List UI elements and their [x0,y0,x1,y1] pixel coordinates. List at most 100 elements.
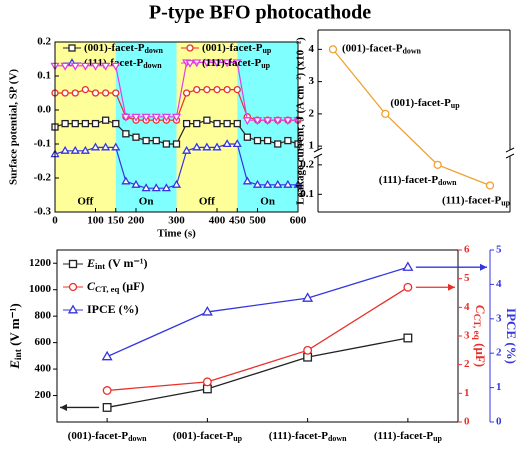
marker [213,85,221,94]
marker [273,117,283,126]
marker [101,62,111,71]
x-tick-label: 600 [290,215,307,227]
arrow-head [480,263,487,271]
marker [232,59,242,68]
marker [102,402,112,412]
legend-label: (001)-facet-Pup [202,42,272,55]
y-tick-label: 0.1 [37,70,51,82]
series-line [107,286,409,392]
y-tick-label: 2 [496,347,502,359]
point-label: (001)-facet-Pup [390,96,460,109]
legend-label: CCT, eq (μF) [87,279,144,294]
plot-frame [56,249,459,423]
marker [81,85,90,94]
marker [193,119,201,128]
marker [202,142,212,151]
marker [274,140,282,148]
marker [80,145,90,154]
x-tick-label: 500 [249,215,266,227]
text-part: (V m⁻¹) [105,256,147,270]
text-part: down [402,46,421,55]
marker [68,44,76,52]
legend-label: IPCE (%) [87,302,139,316]
text-part: (μF) [119,279,144,293]
y-tick-label: 2 [309,107,315,119]
series-line [106,266,409,358]
marker [433,160,442,169]
marker [222,59,232,68]
marker [141,183,151,192]
y-tick-label: 0.0 [37,104,51,116]
marker [71,119,79,128]
text-part: (V m⁻¹) [7,303,22,349]
marker [80,62,90,71]
marker [81,119,90,128]
text-part: up [433,434,442,443]
point-label: (111)-facet-Pdown [379,173,457,186]
x-tick-label: 200 [128,215,145,227]
marker [142,136,150,145]
y-axis-title: Surface potential, SP (V) [8,69,20,185]
y-tick-label: 0.2 [300,158,314,170]
y-tick-label: 3 [496,312,502,324]
marker [161,113,171,122]
y-tick-label: 1200 [29,257,52,269]
marker [61,119,69,128]
marker [171,113,182,122]
marker [193,85,201,94]
marker [252,179,263,188]
axis-break [313,147,323,153]
marker [263,179,273,188]
text-part: E [86,256,95,270]
marker [90,62,101,71]
marker [283,179,293,188]
figure-title: P-type BFO photocathode [149,2,371,24]
marker [243,133,252,141]
text-part: (111)-facet-P [374,430,434,442]
marker [403,282,413,292]
text-part: E [7,360,22,370]
legend-label: Eint (V m⁻¹) [86,256,147,271]
marker [284,136,292,145]
marker [213,119,221,128]
marker [381,109,390,119]
marker [223,119,231,128]
x-tick-label: (111)-facet-Pdown [269,430,347,443]
marker [222,139,232,148]
marker [233,85,241,94]
y-tick-label: 4 [496,278,502,290]
x-tick-label: 100 [87,215,104,227]
legend-label: (001)-facet-Pdown [84,42,164,55]
point-label: (111)-facet-Pup [442,194,511,207]
y-tick-label: 4 [309,43,315,55]
x-tick-label: 0 [52,215,58,227]
marker [172,140,181,148]
marker [101,116,110,124]
text-part: C [87,279,96,293]
x-axis-title: Time (s) [157,228,196,240]
y-tick-label: 5 [464,272,470,284]
marker [90,142,101,151]
marker [186,44,194,52]
text-part: down [438,178,457,187]
text-part: (111)-facet-P [442,194,502,206]
marker [263,136,272,145]
marker [161,183,171,192]
series-line [332,48,491,187]
y-tick-label: 0 [496,416,502,428]
marker [182,119,191,128]
marker [403,333,413,343]
text-part: (001)-facet-P [68,430,129,442]
text-part: (μF) [473,340,488,367]
x-tick-label: (111)-facet-Pup [374,430,443,443]
x-tick-label: 400 [209,215,226,227]
region-label: On [260,196,275,208]
x-tick-label: (001)-facet-Pdown [68,430,148,443]
marker [131,179,141,188]
marker [212,142,222,151]
text-part: IPCE (%) [504,308,519,364]
axis-break [313,153,323,159]
y-axis-title: IPCE (%) [504,308,519,364]
text-part: down [144,46,163,55]
